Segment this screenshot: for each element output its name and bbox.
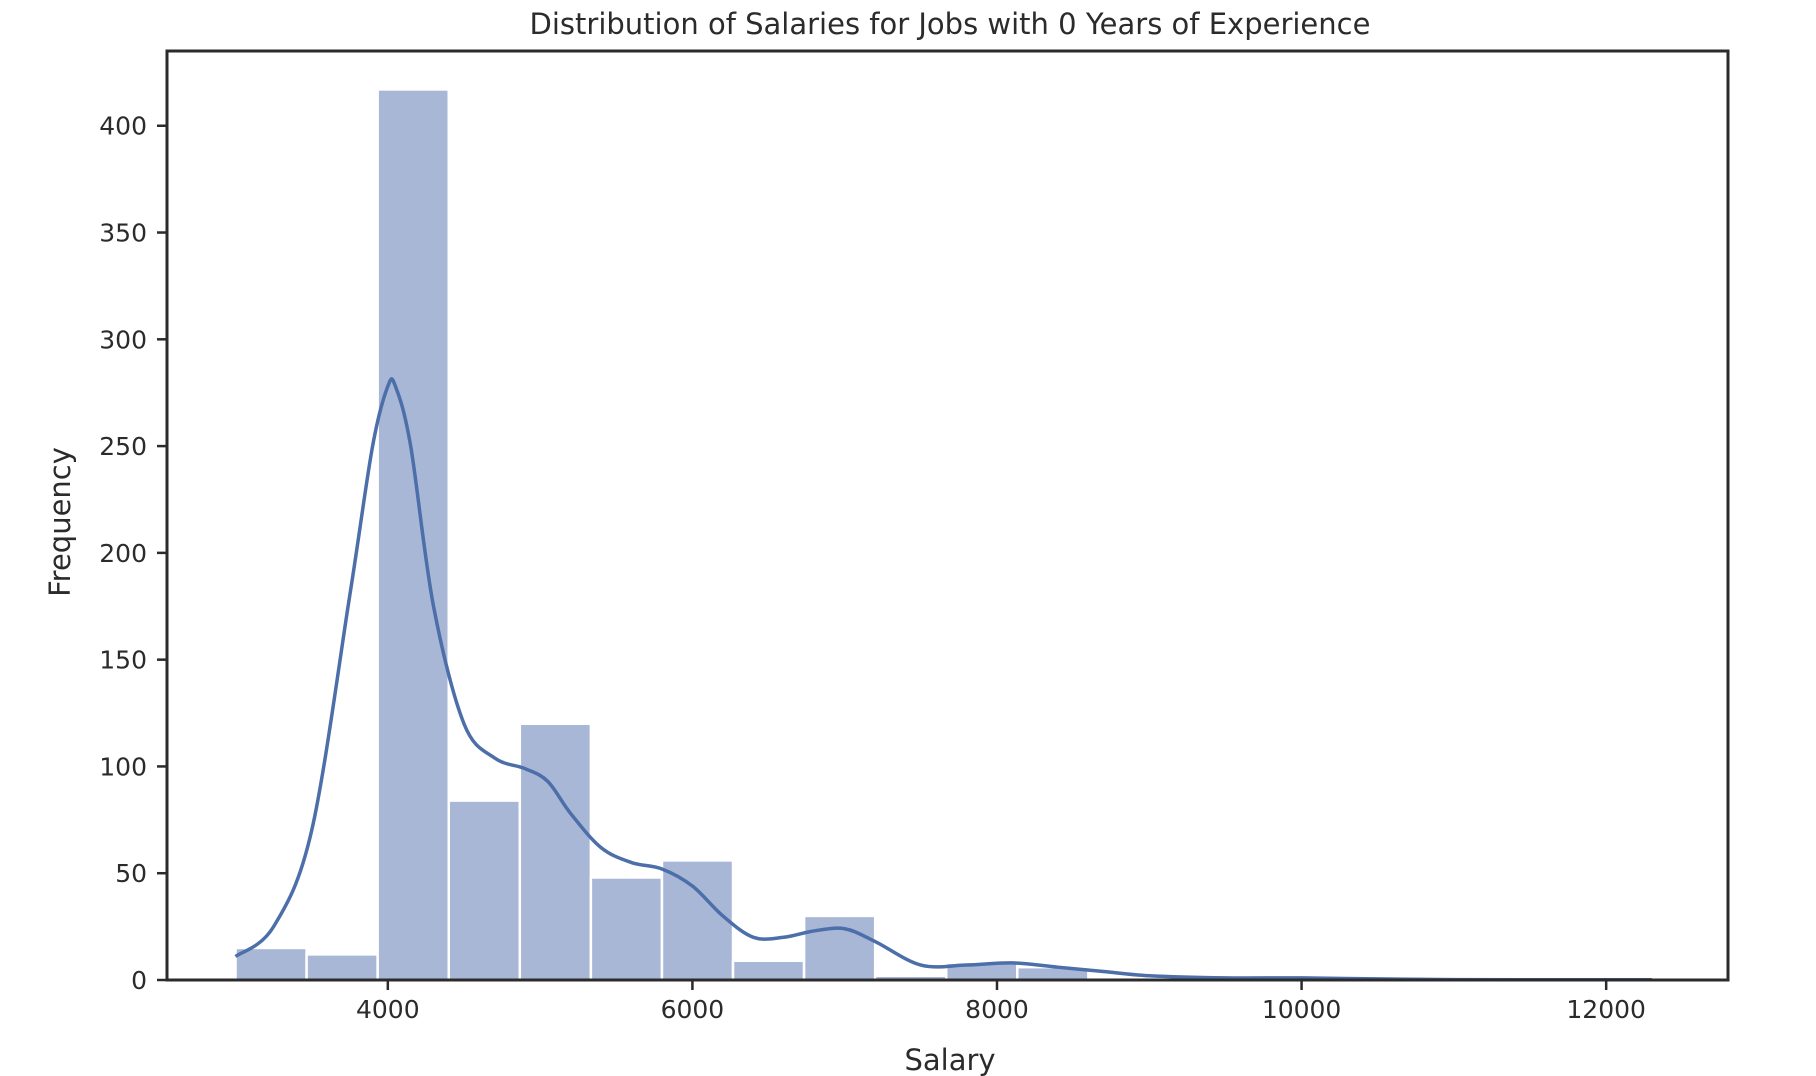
- y-axis-title: Frequency: [43, 447, 77, 597]
- x-axis-title: Salary: [904, 1043, 995, 1076]
- y-tick-label: 300: [99, 325, 147, 354]
- x-tick-label: 6000: [661, 995, 725, 1024]
- histogram-bar: [731, 959, 806, 982]
- x-tick-label: 8000: [965, 995, 1029, 1024]
- y-tick-label: 200: [99, 539, 147, 568]
- y-tick-label: 250: [99, 432, 147, 461]
- kde-layer: [234, 377, 1652, 982]
- histogram-bar: [660, 859, 735, 982]
- x-tick-label: 12000: [1566, 995, 1646, 1024]
- y-tick-label: 150: [99, 646, 147, 675]
- chart-title: Distribution of Salaries for Jobs with 0…: [530, 7, 1371, 41]
- ticks-layer: 4000 6000 8000 10000 12000 0 50 100 150 200 250 300…: [99, 112, 1646, 1024]
- x-tick-label: 4000: [356, 995, 420, 1024]
- plot-frame: [165, 49, 1730, 982]
- x-tick-label: 10000: [1262, 995, 1342, 1024]
- y-tick-label: 50: [115, 859, 147, 888]
- y-tick-label: 400: [99, 112, 147, 141]
- histogram-bar: [305, 953, 379, 982]
- y-tick-label: 0: [131, 966, 147, 995]
- histogram-bar: [518, 722, 593, 982]
- histogram-bar: [234, 946, 308, 982]
- histogram-bar: [376, 88, 450, 982]
- kde-curve: [234, 377, 1652, 982]
- histogram-bar: [447, 799, 522, 982]
- y-tick-label: 350: [99, 219, 147, 248]
- y-tick-label: 100: [99, 752, 147, 781]
- bars-layer: [234, 88, 1659, 982]
- histogram-bar: [802, 914, 877, 982]
- histogram-bar: [589, 876, 664, 982]
